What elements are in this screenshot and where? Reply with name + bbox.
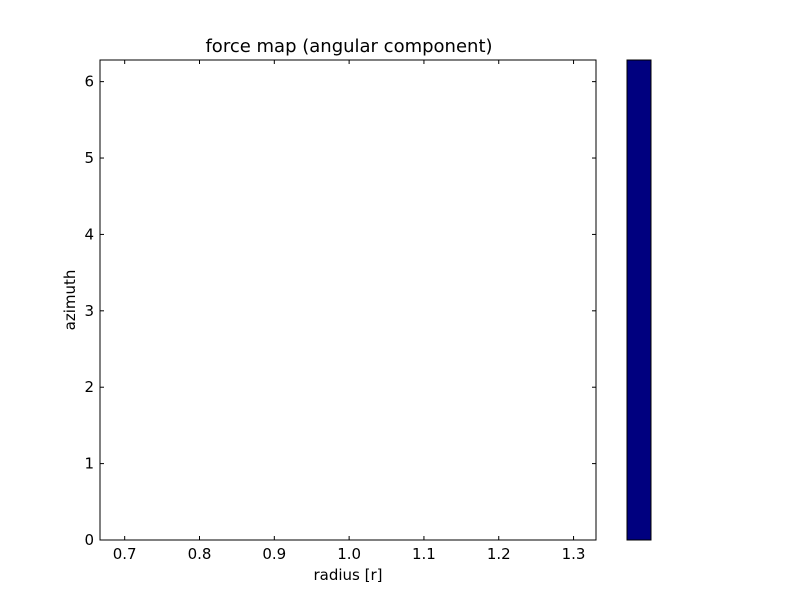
chart-title: force map (angular component) [205,36,492,57]
x-tick-label: 1.2 [487,545,511,563]
x-tick-label: 1.0 [337,545,361,563]
y-tick-label: 2 [84,378,94,396]
y-tick-label: 5 [84,149,94,167]
x-axis-label: radius [r] [313,566,382,584]
y-axis: 0 1 2 3 4 5 6 [84,73,596,549]
x-tick-label: 0.9 [262,545,286,563]
x-axis: 0.7 0.8 0.9 1.0 1.1 1.2 1.3 [113,60,586,563]
y-axis-label: azimuth [61,270,79,331]
x-tick-label: 1.3 [562,545,586,563]
colorbar [626,59,652,541]
x-tick-label: 1.1 [412,545,436,563]
plot-area [99,59,597,541]
y-tick-label: 4 [84,225,94,243]
y-tick-label: 3 [84,302,94,320]
x-tick-label: 0.8 [188,545,212,563]
y-tick-label: 0 [84,531,94,549]
x-tick-label: 0.7 [113,545,137,563]
y-tick-label: 1 [84,455,94,473]
y-tick-label: 6 [84,73,94,91]
